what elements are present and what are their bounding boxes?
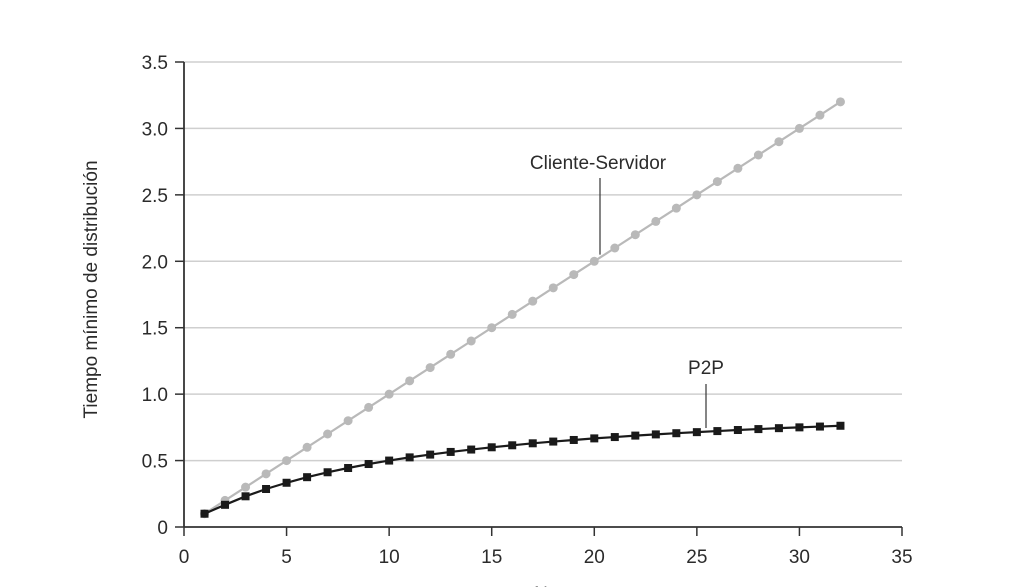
data-point: [507, 309, 517, 319]
y-tick-label: 3.5: [142, 53, 168, 74]
data-point: [487, 443, 496, 452]
data-point: [446, 447, 455, 456]
x-tick-label: 25: [686, 547, 707, 568]
data-point: [610, 433, 619, 442]
y-tick-label: 2.0: [142, 252, 168, 273]
data-point: [241, 492, 250, 501]
data-point: [282, 478, 291, 487]
x-tick-label: 10: [379, 547, 400, 568]
data-point: [343, 416, 353, 426]
data-point: [261, 469, 271, 479]
data-point: [651, 430, 660, 439]
data-point: [610, 243, 620, 253]
data-point: [241, 482, 251, 492]
y-axis-label: Tiempo mínimo de distribución: [81, 160, 102, 418]
series: [200, 97, 845, 519]
data-point: [815, 110, 825, 120]
data-point: [221, 500, 230, 509]
series-line: [204, 424, 841, 515]
data-point: [364, 402, 374, 412]
x-axis-label: N: [534, 584, 548, 587]
data-point: [528, 296, 538, 306]
y-tick-label: 1.0: [142, 385, 168, 406]
data-point: [425, 363, 435, 373]
data-point: [672, 429, 681, 438]
data-point: [303, 473, 312, 482]
data-point: [795, 423, 804, 432]
data-point: [733, 163, 743, 173]
y-tick-label: 0: [157, 518, 168, 539]
data-point: [589, 256, 599, 266]
ticks: 0 0.5 1.0 1.5 2.0 2.5 3.0 3.5 0 5 10 15 20 25 30 35: [142, 53, 913, 568]
data-point: [835, 97, 845, 107]
x-tick-label: 15: [481, 547, 502, 568]
data-point: [733, 426, 742, 435]
data-point: [713, 427, 722, 436]
data-point: [426, 450, 435, 459]
data-point: [364, 460, 373, 469]
data-point: [651, 216, 661, 226]
data-point: [774, 424, 783, 433]
data-point: [836, 421, 845, 430]
data-point: [344, 464, 353, 473]
data-point: [508, 441, 517, 450]
data-point: [774, 137, 784, 147]
data-point: [405, 453, 414, 462]
data-point: [712, 177, 722, 187]
series-label-p2p: P2P: [688, 358, 724, 379]
data-point: [446, 349, 456, 359]
x-tick-label: 35: [891, 547, 912, 568]
x-tick-label: 30: [789, 547, 810, 568]
annotations: Cliente-Servidor P2P: [530, 153, 724, 429]
data-point: [466, 336, 476, 346]
grid: [184, 61, 902, 462]
series-label-cliente-servidor: Cliente-Servidor: [530, 153, 667, 174]
data-point: [815, 422, 824, 431]
data-point: [754, 425, 763, 434]
y-tick-label: 2.5: [142, 186, 168, 207]
data-point: [548, 283, 558, 293]
data-point: [692, 190, 702, 200]
data-point: [569, 270, 579, 280]
data-point: [631, 431, 640, 440]
data-point: [323, 468, 332, 477]
data-point: [262, 485, 271, 494]
data-point: [385, 456, 394, 465]
data-point: [630, 230, 640, 240]
data-point: [549, 437, 558, 446]
data-point: [671, 203, 681, 213]
series-cliente-servidor: [200, 97, 845, 519]
data-point: [590, 434, 599, 443]
y-tick-label: 0.5: [142, 452, 168, 473]
data-point: [569, 435, 578, 444]
y-tick-label: 3.0: [142, 119, 168, 140]
data-point: [302, 442, 312, 452]
data-point: [384, 389, 394, 399]
x-tick-label: 0: [179, 547, 190, 568]
axes: [183, 62, 902, 528]
x-tick-label: 5: [281, 547, 292, 568]
series-p2p: [200, 421, 845, 518]
data-point: [323, 429, 333, 439]
data-point: [200, 509, 209, 518]
data-point: [753, 150, 763, 160]
data-point: [405, 376, 415, 386]
data-point: [794, 123, 804, 133]
x-tick-label: 20: [584, 547, 605, 568]
data-point: [528, 439, 537, 448]
series-line: [203, 100, 842, 515]
y-tick-label: 1.5: [142, 319, 168, 340]
data-point: [467, 445, 476, 454]
data-point: [487, 323, 497, 333]
data-point: [282, 456, 292, 466]
data-point: [692, 428, 701, 437]
